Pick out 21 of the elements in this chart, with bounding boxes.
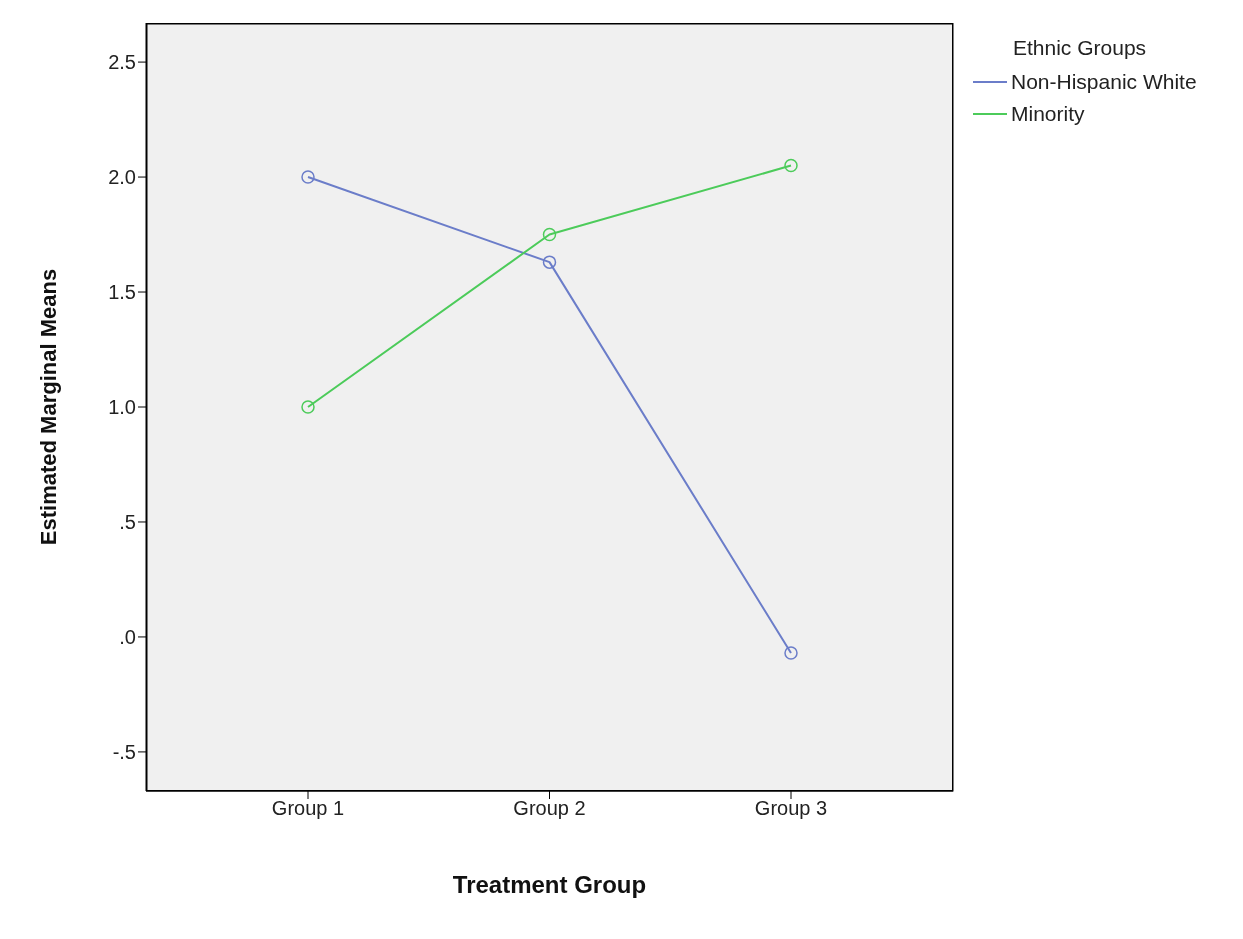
x-tick-label: Group 2: [513, 797, 586, 820]
x-tick-label: Group 3: [754, 797, 828, 820]
point: [784, 646, 798, 660]
legend-label: Minority: [1011, 102, 1085, 126]
point: [542, 255, 557, 269]
y-tick-label: 2.0: [108, 166, 136, 189]
point: [784, 158, 798, 173]
x-axis-title: Treatment Group: [452, 871, 647, 898]
y-tick-label: 2.5: [108, 51, 136, 74]
point: [301, 400, 315, 414]
legend-label: Non-Hispanic White: [1011, 70, 1197, 94]
y-axis-title: Estimated Marginal Means: [35, 268, 61, 546]
point: [542, 227, 557, 242]
y-tick-label: .0: [119, 626, 136, 649]
y-tick-label: 1.5: [108, 281, 136, 304]
legend-title: Ethnic Groups: [1013, 36, 1148, 60]
y-tick-label: .5: [119, 511, 136, 534]
x-tick-label: Group 1: [271, 797, 345, 820]
point: [301, 170, 315, 184]
y-tick-label: 1.0: [108, 396, 136, 419]
y-tick-label: -.5: [112, 741, 136, 764]
